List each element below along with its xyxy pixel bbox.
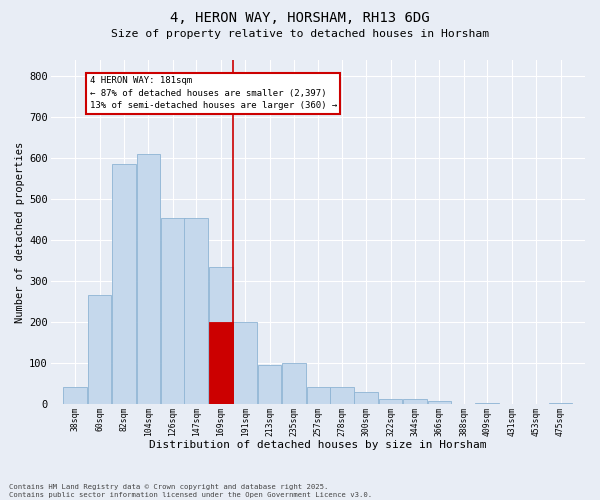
Text: 4, HERON WAY, HORSHAM, RH13 6DG: 4, HERON WAY, HORSHAM, RH13 6DG <box>170 11 430 25</box>
Bar <box>549 402 572 404</box>
Bar <box>137 154 160 404</box>
Bar <box>63 388 87 404</box>
Bar <box>428 401 451 404</box>
Text: Size of property relative to detached houses in Horsham: Size of property relative to detached ho… <box>111 29 489 39</box>
Bar <box>379 399 403 404</box>
Bar <box>161 218 185 404</box>
Bar <box>475 402 499 404</box>
Y-axis label: Number of detached properties: Number of detached properties <box>15 142 25 322</box>
Text: 4 HERON WAY: 181sqm
← 87% of detached houses are smaller (2,397)
13% of semi-det: 4 HERON WAY: 181sqm ← 87% of detached ho… <box>89 76 337 110</box>
Bar <box>233 322 257 404</box>
Bar <box>184 218 208 404</box>
X-axis label: Distribution of detached houses by size in Horsham: Distribution of detached houses by size … <box>149 440 487 450</box>
Bar <box>112 164 136 404</box>
Bar <box>88 296 112 404</box>
Bar <box>209 266 233 404</box>
Bar <box>209 322 233 404</box>
Bar <box>355 392 378 404</box>
Text: Contains HM Land Registry data © Crown copyright and database right 2025.
Contai: Contains HM Land Registry data © Crown c… <box>9 484 372 498</box>
Bar <box>403 399 427 404</box>
Bar <box>307 388 330 404</box>
Bar <box>330 388 353 404</box>
Bar <box>257 365 281 404</box>
Bar <box>282 363 306 404</box>
